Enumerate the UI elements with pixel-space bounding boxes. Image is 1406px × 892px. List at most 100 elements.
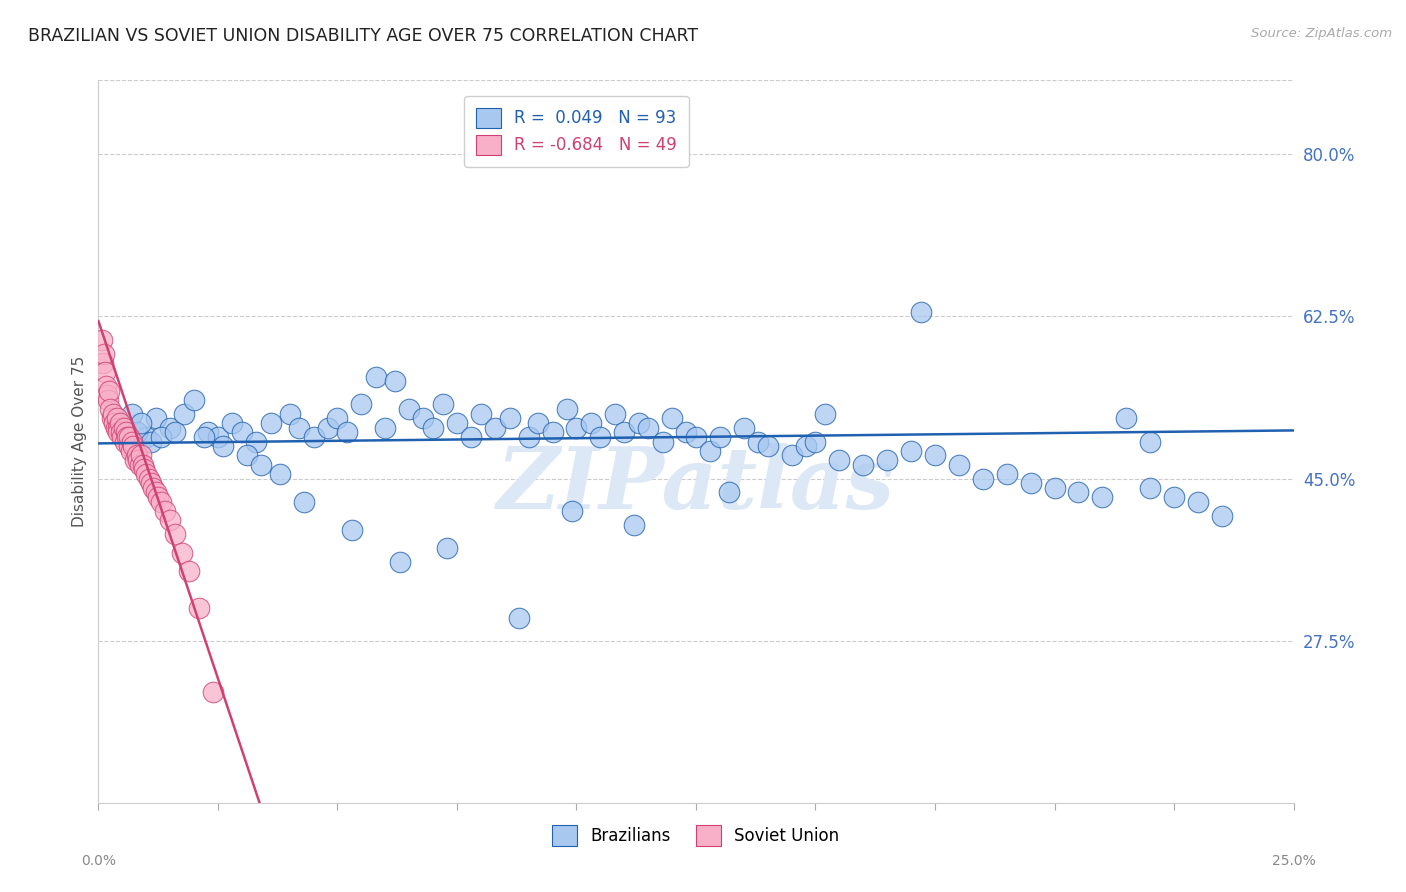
Point	[412, 411, 434, 425]
Point	[120, 443, 142, 458]
Point	[555, 402, 578, 417]
Point	[172, 546, 194, 560]
Point	[183, 392, 205, 407]
Point	[814, 407, 837, 421]
Text: BRAZILIAN VS SOVIET UNION DISABILITY AGE OVER 75 CORRELATION CHART: BRAZILIAN VS SOVIET UNION DISABILITY AGE…	[28, 27, 699, 45]
Point	[269, 467, 291, 481]
Point	[98, 402, 122, 417]
Point	[96, 388, 118, 402]
Point	[1067, 485, 1090, 500]
Point	[197, 425, 219, 440]
Point	[733, 420, 755, 434]
Point	[193, 430, 215, 444]
Point	[131, 416, 153, 430]
Point	[288, 420, 311, 434]
Point	[107, 420, 129, 434]
Point	[135, 467, 157, 481]
Point	[115, 425, 138, 440]
Point	[134, 462, 156, 476]
Point	[131, 449, 153, 463]
Point	[685, 430, 707, 444]
Text: 25.0%: 25.0%	[1271, 854, 1316, 868]
Point	[202, 684, 225, 698]
Point	[422, 420, 444, 434]
Y-axis label: Disability Age Over 75: Disability Age Over 75	[72, 356, 87, 527]
Point	[207, 430, 229, 444]
Point	[103, 416, 125, 430]
Point	[460, 430, 482, 444]
Point	[221, 416, 243, 430]
Point	[623, 517, 645, 532]
Point	[336, 425, 359, 440]
Point	[97, 384, 120, 398]
Point	[132, 458, 155, 472]
Point	[101, 411, 124, 425]
Point	[93, 346, 115, 360]
Point	[148, 490, 170, 504]
Point	[292, 494, 315, 508]
Point	[972, 472, 994, 486]
Point	[1139, 434, 1161, 449]
Point	[709, 430, 731, 444]
Point	[121, 434, 143, 449]
Point	[326, 411, 349, 425]
Point	[794, 439, 817, 453]
Point	[828, 453, 851, 467]
Point	[637, 420, 659, 434]
Point	[211, 439, 233, 453]
Point	[117, 439, 139, 453]
Point	[278, 407, 301, 421]
Point	[498, 411, 520, 425]
Point	[804, 434, 827, 449]
Point	[122, 439, 145, 453]
Point	[159, 513, 181, 527]
Point	[138, 472, 160, 486]
Point	[675, 425, 697, 440]
Point	[302, 430, 325, 444]
Point	[470, 407, 492, 421]
Point	[163, 425, 186, 440]
Point	[1043, 481, 1066, 495]
Point	[565, 420, 588, 434]
Point	[1019, 476, 1042, 491]
Point	[661, 411, 683, 425]
Point	[124, 453, 146, 467]
Point	[187, 601, 209, 615]
Point	[948, 458, 970, 472]
Point	[104, 420, 127, 434]
Point	[149, 494, 172, 508]
Point	[107, 425, 129, 440]
Point	[756, 439, 779, 453]
Point	[139, 476, 162, 491]
Point	[179, 564, 201, 578]
Point	[235, 449, 257, 463]
Point	[118, 430, 141, 444]
Point	[780, 449, 803, 463]
Point	[125, 425, 148, 440]
Point	[163, 527, 186, 541]
Text: Source: ZipAtlas.com: Source: ZipAtlas.com	[1251, 27, 1392, 40]
Point	[398, 402, 420, 417]
Point	[508, 610, 530, 624]
Point	[110, 425, 132, 440]
Point	[155, 504, 177, 518]
Point	[484, 420, 506, 434]
Point	[114, 434, 136, 449]
Point	[108, 416, 131, 430]
Point	[446, 416, 468, 430]
Point	[231, 425, 253, 440]
Point	[350, 397, 373, 411]
Point	[115, 430, 138, 444]
Point	[139, 434, 162, 449]
Point	[603, 407, 626, 421]
Point	[1187, 494, 1209, 508]
Point	[374, 420, 396, 434]
Point	[995, 467, 1018, 481]
Point	[159, 420, 181, 434]
Point	[900, 443, 922, 458]
Point	[541, 425, 564, 440]
Point	[910, 305, 932, 319]
Text: 0.0%: 0.0%	[82, 854, 115, 868]
Point	[388, 555, 411, 569]
Point	[699, 443, 721, 458]
